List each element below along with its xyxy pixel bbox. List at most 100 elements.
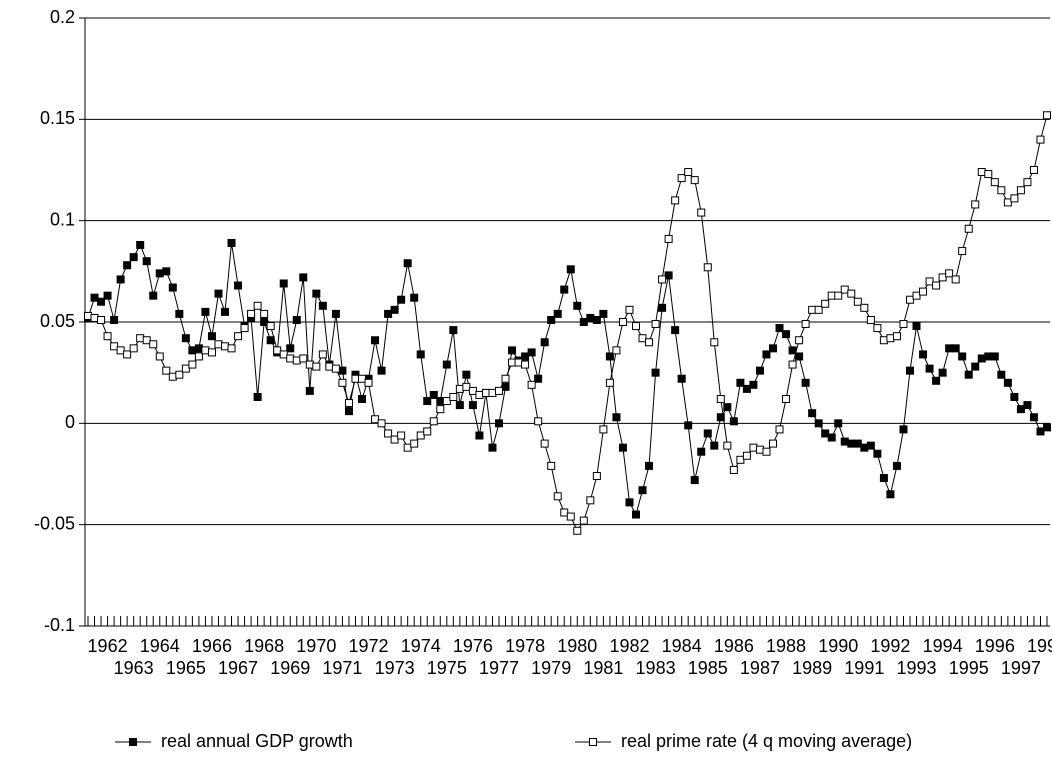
point-marker xyxy=(234,332,243,341)
point-marker xyxy=(605,352,614,361)
point-marker xyxy=(671,196,680,205)
point-marker xyxy=(560,285,569,294)
point-marker xyxy=(840,285,849,294)
point-marker xyxy=(299,354,308,363)
point-marker xyxy=(181,364,190,373)
point-marker xyxy=(697,447,706,456)
y-tick-label: 0.15 xyxy=(40,108,75,128)
point-marker xyxy=(521,360,530,369)
point-marker xyxy=(788,360,797,369)
point-marker xyxy=(605,378,614,387)
point-marker xyxy=(755,366,764,375)
point-marker xyxy=(919,350,928,359)
x-tick-label: 1993 xyxy=(897,658,937,678)
point-marker xyxy=(1036,427,1045,436)
point-marker xyxy=(651,368,660,377)
point-marker xyxy=(462,370,471,379)
point-marker xyxy=(736,455,745,464)
point-marker xyxy=(638,486,647,495)
point-marker xyxy=(273,346,282,355)
x-tick-label: 1998 xyxy=(1027,636,1052,656)
x-tick-label: 1972 xyxy=(349,636,389,656)
point-marker xyxy=(1016,186,1025,195)
point-marker xyxy=(618,443,627,452)
x-tick-label: 1992 xyxy=(870,636,910,656)
point-marker xyxy=(449,326,458,335)
point-marker xyxy=(612,346,621,355)
x-tick-label: 1977 xyxy=(479,658,519,678)
point-marker xyxy=(495,419,503,428)
x-tick-label: 1990 xyxy=(818,636,858,656)
point-marker xyxy=(899,425,908,434)
x-tick-label: 1984 xyxy=(662,636,702,656)
point-marker xyxy=(227,344,236,353)
point-marker xyxy=(90,313,99,322)
point-marker xyxy=(162,366,171,375)
legend-label: real prime rate (4 q moving average) xyxy=(621,731,912,751)
point-marker xyxy=(110,342,119,351)
point-marker xyxy=(468,386,477,395)
point-marker xyxy=(410,439,419,448)
point-marker xyxy=(390,435,399,444)
point-marker xyxy=(501,382,510,391)
point-marker xyxy=(1023,401,1032,410)
point-marker xyxy=(207,348,216,357)
point-marker xyxy=(638,334,647,343)
point-marker xyxy=(488,388,497,397)
point-marker xyxy=(344,399,353,408)
point-marker xyxy=(534,374,543,383)
point-marker xyxy=(821,429,830,438)
point-marker xyxy=(423,397,432,406)
legend-label: real annual GDP growth xyxy=(161,731,353,751)
point-marker xyxy=(658,275,667,284)
point-marker xyxy=(945,269,954,278)
point-marker xyxy=(677,174,686,183)
point-marker xyxy=(723,441,732,450)
point-marker xyxy=(749,443,758,452)
point-marker xyxy=(175,309,184,318)
point-marker xyxy=(632,322,640,331)
point-marker xyxy=(129,344,138,353)
point-marker xyxy=(547,315,556,324)
point-marker xyxy=(579,318,588,326)
point-marker xyxy=(397,295,406,304)
point-marker xyxy=(860,303,869,312)
point-marker xyxy=(384,309,393,318)
point-marker xyxy=(977,168,986,177)
point-marker xyxy=(742,384,751,393)
point-marker xyxy=(984,352,993,361)
point-marker xyxy=(879,336,888,345)
point-marker xyxy=(97,315,106,324)
point-marker xyxy=(136,240,145,249)
point-marker xyxy=(990,352,999,361)
point-marker xyxy=(364,378,373,387)
x-tick-label: 1969 xyxy=(270,658,310,678)
point-marker xyxy=(495,386,503,395)
point-marker xyxy=(814,305,823,314)
x-tick-label: 1981 xyxy=(583,658,623,678)
point-marker xyxy=(703,429,712,438)
point-marker xyxy=(488,443,497,452)
point-marker xyxy=(455,384,464,393)
x-tick-label: 1987 xyxy=(740,658,780,678)
point-marker xyxy=(840,437,849,446)
point-marker xyxy=(1003,378,1012,387)
point-marker xyxy=(886,490,895,499)
point-marker xyxy=(892,461,901,470)
point-marker xyxy=(808,305,817,314)
point-marker xyxy=(116,346,125,355)
x-tick-label: 1973 xyxy=(375,658,415,678)
point-marker xyxy=(201,307,210,316)
point-marker xyxy=(834,291,843,300)
point-marker xyxy=(899,320,908,329)
point-marker xyxy=(645,461,654,470)
point-marker xyxy=(84,311,92,320)
point-marker xyxy=(658,303,667,312)
point-marker xyxy=(618,318,627,326)
point-marker xyxy=(1010,194,1019,203)
point-marker xyxy=(527,380,536,389)
point-marker xyxy=(331,364,340,373)
x-tick-label: 1974 xyxy=(401,636,441,656)
point-marker xyxy=(866,441,875,450)
